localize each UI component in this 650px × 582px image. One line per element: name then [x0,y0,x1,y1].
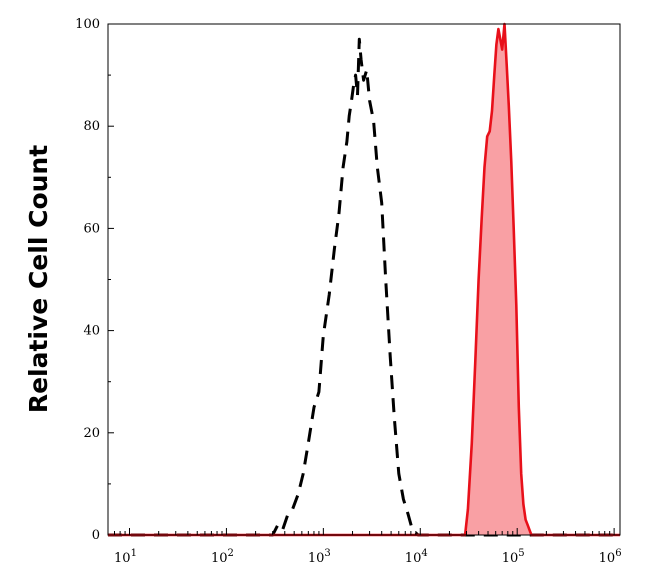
y-tick-label-60: 60 [83,221,100,236]
x-tick-label-1e1: 101 [114,548,137,566]
y-tick-label-40: 40 [83,324,100,339]
x-tick-label-1e5: 105 [502,548,525,566]
plot-frame [107,23,621,536]
x-tick-label-1e3: 103 [308,548,331,566]
y-axis-label: Relative Cell Count [24,145,53,413]
series-layer [108,22,620,537]
y-tick-label-20: 20 [83,426,100,441]
y-tick-label-0: 0 [92,528,100,543]
y-tick-label-80: 80 [83,119,100,134]
axis-layer: 0 20 40 60 80 100 101 102 103 104 105 106 [75,17,621,566]
series-0-line [108,37,620,537]
y-tick-label-100: 100 [75,17,100,32]
series-1-area [108,24,620,535]
x-tick-label-1e6: 106 [599,548,622,566]
x-tick-label-1e4: 104 [405,548,428,566]
x-tick-label-1e2: 102 [211,548,234,566]
series-1-line [108,22,620,537]
